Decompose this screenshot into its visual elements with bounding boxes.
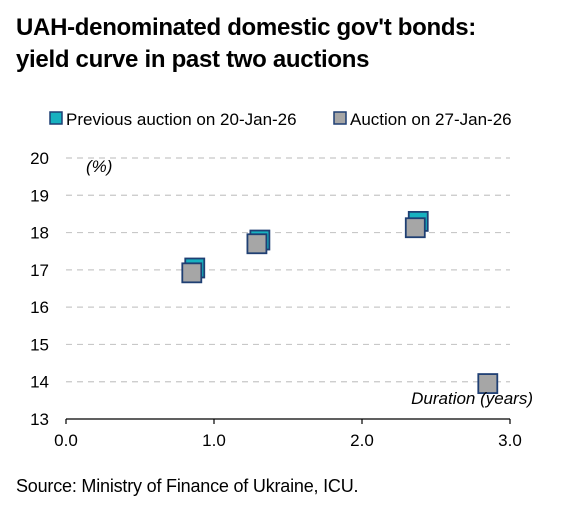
legend-label: Auction on 27-Jan-26 — [350, 110, 512, 129]
data-point — [404, 217, 426, 239]
x-tick-label: 1.0 — [202, 431, 226, 450]
legend-marker — [333, 111, 347, 125]
data-point — [477, 373, 499, 394]
chart-title: UAH-denominated domestic gov't bonds: yi… — [16, 12, 556, 76]
x-tick-label: 2.0 — [350, 431, 374, 450]
chart-title-line2: yield curve in past two auctions — [16, 46, 370, 73]
y-tick-label: 20 — [30, 149, 49, 168]
y-tick-label: 16 — [30, 298, 49, 317]
y-tick-label: 18 — [30, 224, 49, 243]
y-tick-label: 13 — [30, 410, 49, 429]
gridlines — [66, 157, 510, 383]
chart-title-line1: UAH-denominated domestic gov't bonds: — [16, 14, 476, 41]
legend-marker — [49, 111, 63, 125]
y-tick-label: 19 — [30, 186, 49, 205]
y-axis-label: (%) — [86, 157, 112, 176]
data-points — [181, 210, 499, 394]
y-tick-label: 14 — [30, 373, 49, 392]
legend: Previous auction on 20-Jan-26 Auction on … — [49, 110, 512, 129]
data-point — [181, 262, 203, 284]
y-tick-label: 17 — [30, 261, 49, 280]
x-axis-label: Duration (years) — [411, 389, 533, 408]
y-tick-label: 15 — [30, 335, 49, 354]
source-note: Source: Ministry of Finance of Ukraine, … — [16, 476, 359, 496]
data-point — [246, 233, 268, 255]
axes: 13 14 15 16 17 18 19 20 0.0 1.0 2.0 3.0 — [30, 149, 522, 450]
legend-label: Previous auction on 20-Jan-26 — [66, 110, 297, 129]
chart-area: 13 14 15 16 17 18 19 20 0.0 1.0 2.0 3.0 Previous au… — [30, 110, 533, 450]
x-tick-label: 3.0 — [498, 431, 522, 450]
x-tick-label: 0.0 — [54, 431, 78, 450]
